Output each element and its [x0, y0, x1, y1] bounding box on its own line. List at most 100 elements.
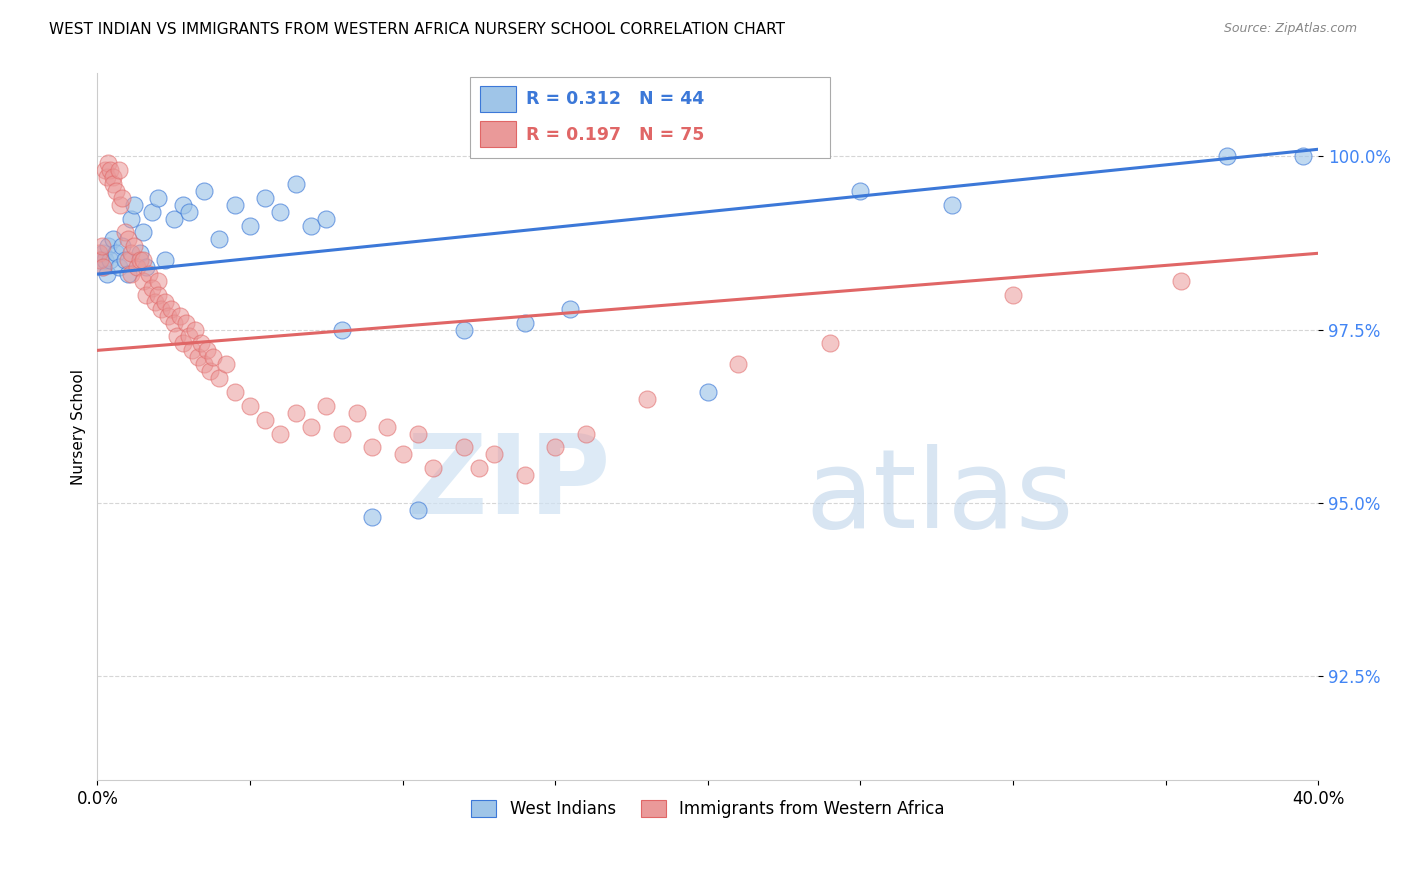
Point	[141, 281, 163, 295]
Point	[208, 232, 231, 246]
Point	[163, 316, 186, 330]
Point	[375, 419, 398, 434]
Point	[132, 253, 155, 268]
Point	[181, 343, 204, 358]
Text: R = 0.312   N = 44: R = 0.312 N = 44	[526, 90, 704, 108]
Point	[153, 294, 176, 309]
Point	[224, 384, 246, 399]
Point	[406, 503, 429, 517]
Point	[120, 267, 142, 281]
Point	[132, 226, 155, 240]
Point	[122, 239, 145, 253]
Point	[513, 316, 536, 330]
Point	[120, 211, 142, 226]
Point	[284, 406, 307, 420]
Point	[156, 309, 179, 323]
Point	[90, 239, 112, 253]
Point	[299, 419, 322, 434]
Point	[98, 163, 121, 178]
Point	[361, 441, 384, 455]
Point	[453, 322, 475, 336]
Text: R = 0.197   N = 75: R = 0.197 N = 75	[526, 126, 704, 144]
Point	[941, 198, 963, 212]
Point	[269, 204, 291, 219]
Point	[90, 260, 112, 274]
Point	[96, 169, 118, 184]
Y-axis label: Nursery School: Nursery School	[72, 368, 86, 484]
Point	[174, 316, 197, 330]
Point	[468, 461, 491, 475]
Point	[120, 246, 142, 260]
Point	[1292, 149, 1315, 163]
Point	[107, 163, 129, 178]
Point	[150, 301, 173, 316]
Point	[94, 163, 117, 178]
Point	[254, 191, 277, 205]
Point	[330, 426, 353, 441]
FancyBboxPatch shape	[479, 86, 516, 112]
Point	[125, 260, 148, 274]
FancyBboxPatch shape	[470, 77, 830, 158]
Point	[143, 294, 166, 309]
Point	[696, 384, 718, 399]
Point	[187, 351, 209, 365]
Point	[299, 219, 322, 233]
Point	[132, 274, 155, 288]
Point	[315, 399, 337, 413]
Point	[453, 441, 475, 455]
Text: atlas: atlas	[806, 444, 1074, 551]
Point	[114, 226, 136, 240]
Point	[114, 253, 136, 268]
Point	[727, 357, 749, 371]
Point	[89, 253, 111, 268]
Point	[172, 198, 194, 212]
Legend: West Indians, Immigrants from Western Africa: West Indians, Immigrants from Western Af…	[464, 794, 950, 825]
Point	[148, 274, 170, 288]
Point	[98, 253, 121, 268]
Point	[482, 447, 505, 461]
FancyBboxPatch shape	[479, 121, 516, 147]
Point	[87, 246, 110, 260]
Point	[406, 426, 429, 441]
Point	[97, 156, 120, 170]
Point	[117, 253, 139, 268]
Point	[190, 336, 212, 351]
Point	[184, 322, 207, 336]
Point	[101, 177, 124, 191]
Point	[208, 371, 231, 385]
Text: Source: ZipAtlas.com: Source: ZipAtlas.com	[1223, 22, 1357, 36]
Point	[111, 239, 134, 253]
Point	[200, 364, 222, 378]
Point	[159, 301, 181, 316]
Point	[141, 204, 163, 219]
Point	[93, 260, 115, 274]
Point	[1170, 274, 1192, 288]
Point	[361, 509, 384, 524]
Point	[172, 336, 194, 351]
Point	[129, 246, 152, 260]
Point	[138, 267, 160, 281]
Point	[239, 399, 262, 413]
Point	[849, 184, 872, 198]
Point	[117, 267, 139, 281]
Point	[89, 253, 111, 268]
Point	[94, 253, 117, 268]
Point	[544, 441, 567, 455]
Point	[193, 184, 215, 198]
Point	[513, 468, 536, 483]
Text: WEST INDIAN VS IMMIGRANTS FROM WESTERN AFRICA NURSERY SCHOOL CORRELATION CHART: WEST INDIAN VS IMMIGRANTS FROM WESTERN A…	[49, 22, 785, 37]
Point	[315, 211, 337, 226]
Point	[101, 169, 124, 184]
Point	[148, 288, 170, 302]
Point	[117, 232, 139, 246]
Point	[111, 191, 134, 205]
Point	[239, 219, 262, 233]
Point	[166, 329, 188, 343]
Point	[269, 426, 291, 441]
Point	[177, 329, 200, 343]
Point	[110, 198, 132, 212]
Point	[202, 351, 225, 365]
Point	[224, 198, 246, 212]
Point	[214, 357, 236, 371]
Point	[93, 246, 115, 260]
